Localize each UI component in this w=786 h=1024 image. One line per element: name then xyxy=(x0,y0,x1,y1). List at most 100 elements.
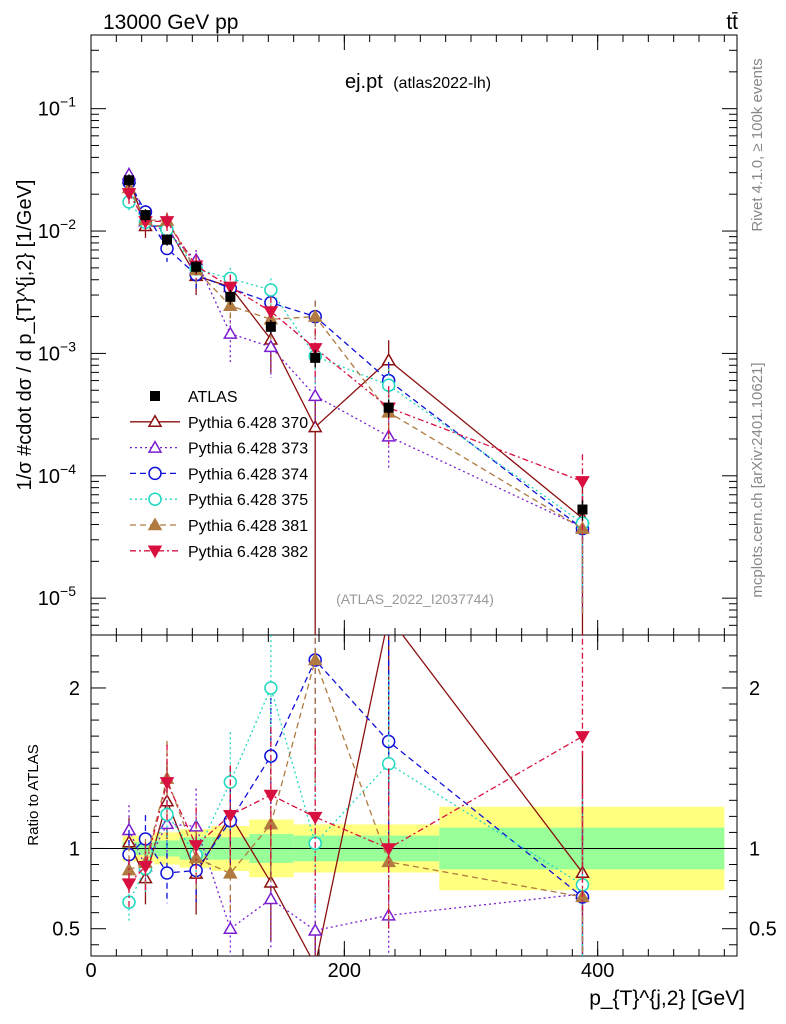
marker-triangle-down xyxy=(159,216,175,229)
source-label: mcplots.cern.ch [arXiv:2401.10621] xyxy=(749,362,766,597)
legend-label: Pythia 6.428 381 xyxy=(188,518,308,535)
axes: 0 200 400 10−1 10−2 10−3 10−4 10−5 0.5 0.5 1 1 2 2 xyxy=(38,34,777,982)
y-tick-label: 10−3 xyxy=(38,338,76,365)
chart-subtitle: (atlas2022-lh) xyxy=(393,75,491,92)
ratio-tick-label: 2 xyxy=(69,678,80,700)
y-tick-label: 10−1 xyxy=(38,94,76,121)
y-tick-label: 10−4 xyxy=(38,461,76,488)
marker-circle xyxy=(148,492,162,506)
marker-triangle-up xyxy=(383,611,395,622)
marker-triangle-up xyxy=(188,850,204,864)
marker-square xyxy=(577,504,588,515)
marker-triangle-down xyxy=(147,545,163,559)
marker-triangle-up xyxy=(223,921,238,934)
marker-circle xyxy=(264,283,278,297)
legend-label: ATLAS xyxy=(188,389,238,406)
marker-square xyxy=(162,234,172,245)
marker-square xyxy=(124,175,134,186)
legend-entry: Pythia 6.428 370 xyxy=(130,414,308,432)
chart-title-group: ej.pt (atlas2022-lh) xyxy=(345,71,491,93)
marker-triangle-down xyxy=(223,281,238,295)
series-atlas xyxy=(124,174,588,521)
marker-circle xyxy=(264,681,278,695)
rivet-label: Rivet 4.1.0, ≥ 100k events xyxy=(749,58,766,231)
marker-triangle-down xyxy=(381,843,396,856)
series-line xyxy=(128,193,583,482)
marker-triangle-up xyxy=(223,298,238,312)
ratio-tick-label: 1 xyxy=(69,838,80,860)
x-axis-title: p_{T}^{j,2} [GeV] xyxy=(589,987,745,1010)
ratio-tick-label-right: 1 xyxy=(749,838,760,860)
marker-triangle-down xyxy=(121,878,137,892)
legend-entry: Pythia 6.428 374 xyxy=(130,466,308,483)
ratio-tick-label: 0.5 xyxy=(52,919,80,941)
y-tick-label: 10−5 xyxy=(38,583,76,610)
marker-triangle-down xyxy=(307,343,323,356)
marker-triangle-down xyxy=(263,306,279,320)
marker-triangle-down xyxy=(138,861,153,874)
ratio-line xyxy=(128,657,583,898)
marker-square xyxy=(140,210,151,221)
x-tick-label: 0 xyxy=(85,960,96,982)
main-series-layer xyxy=(121,166,590,635)
marker-triangle-up xyxy=(147,440,163,453)
marker-triangle-up xyxy=(307,388,323,402)
ratio-series-layer xyxy=(121,611,590,970)
marker-square xyxy=(225,291,236,302)
y-axis-title: 1/σ #cdot dσ / d p_{T}^{j,2} [1/GeV] xyxy=(14,180,36,491)
x-tick-label: 400 xyxy=(581,960,614,982)
series-pythia-6.428-382 xyxy=(121,183,590,540)
marker-circle xyxy=(381,757,396,771)
legend-entry: Pythia 6.428 375 xyxy=(130,492,308,509)
ratio-uncertainty-bands xyxy=(91,806,737,891)
analysis-watermark: (ATLAS_2022_I2037744) xyxy=(336,591,494,607)
legend-entry: Pythia 6.428 373 xyxy=(130,440,308,458)
marker-triangle-up xyxy=(223,865,238,879)
marker-triangle-up xyxy=(147,517,163,531)
marker-triangle-down xyxy=(159,777,175,790)
legend-entry: Pythia 6.428 381 xyxy=(130,517,308,535)
ratio-panel-frame xyxy=(90,634,738,957)
marker-triangle-down xyxy=(223,810,238,823)
marker-triangle-up xyxy=(147,414,163,428)
marker-triangle-up xyxy=(307,309,323,322)
marker-square xyxy=(310,352,321,363)
marker-triangle-up xyxy=(307,922,323,936)
ratio-series-pythia-6.428-375 xyxy=(122,635,590,956)
marker-square xyxy=(383,402,394,413)
marker-triangle-up xyxy=(223,326,238,339)
legend-label: Pythia 6.428 374 xyxy=(188,466,308,483)
marker-triangle-down xyxy=(188,840,204,853)
legend-entry: ATLAS xyxy=(150,389,238,406)
ratio-tick-label-right: 2 xyxy=(749,678,760,700)
ratio-line xyxy=(128,635,583,956)
marker-triangle-up xyxy=(263,891,279,905)
marker-square xyxy=(191,261,202,272)
marker-triangle-down xyxy=(575,731,590,744)
chart-title: ej.pt xyxy=(345,71,383,93)
legend: ATLAS Pythia 6.428 370 Pythia 6.428 373 Pyt… xyxy=(130,389,308,561)
legend-entry: Pythia 6.428 382 xyxy=(130,544,308,561)
legend-label: Pythia 6.428 373 xyxy=(188,441,308,458)
marker-triangle-up xyxy=(309,959,321,970)
energy-label: 13000 GeV pp xyxy=(103,11,238,34)
marker-triangle-down xyxy=(307,811,323,825)
marker-circle xyxy=(148,466,162,481)
marker-triangle-down xyxy=(121,188,137,201)
marker-square xyxy=(150,391,160,401)
marker-triangle-down xyxy=(575,476,590,489)
ratio-tick-label-right: 0.5 xyxy=(749,919,777,941)
marker-square xyxy=(265,321,276,332)
ratio-series-pythia-6.428-382 xyxy=(121,635,590,929)
marker-triangle-down xyxy=(263,789,279,803)
marker-triangle-up xyxy=(307,652,323,666)
legend-label: Pythia 6.428 375 xyxy=(188,492,308,509)
marker-circle xyxy=(160,866,174,880)
process-label: tt̄ xyxy=(726,11,738,34)
marker-triangle-up xyxy=(263,339,279,353)
ratio-axis-title: Ratio to ATLAS xyxy=(25,744,42,845)
y-tick-label: 10−2 xyxy=(38,216,76,243)
legend-label: Pythia 6.428 382 xyxy=(188,544,308,561)
legend-label: Pythia 6.428 370 xyxy=(188,415,308,432)
